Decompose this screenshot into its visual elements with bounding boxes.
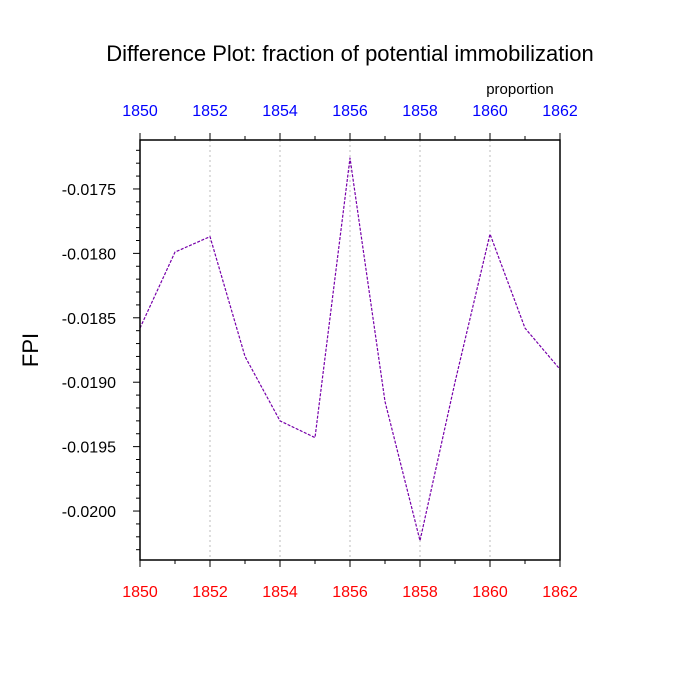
x-tick-label-bottom: 1854 <box>262 584 298 601</box>
y-tick-label: -0.0175 <box>62 182 116 199</box>
x-tick-label-top: 1852 <box>192 103 228 120</box>
x-tick-label-bottom: 1862 <box>542 584 578 601</box>
x-tick-label-top: 1854 <box>262 103 298 120</box>
y-tick-label: -0.0200 <box>62 504 116 521</box>
tick-labels: 1850 1850 1852 1852 1854 1854 1856 1856 1858 1858… <box>62 103 578 601</box>
y-tick-label: -0.0190 <box>62 375 116 392</box>
x-tick-label-top: 1862 <box>542 103 578 120</box>
x-tick-label-top: 1856 <box>332 103 368 120</box>
data-series <box>139 157 561 542</box>
x-tick-label-bottom: 1860 <box>472 584 508 601</box>
x-tick-label-top: 1860 <box>472 103 508 120</box>
grid-lines <box>209 140 491 560</box>
chart-title: Difference Plot: fraction of potential i… <box>106 41 594 66</box>
y-tick-label: -0.0185 <box>62 311 116 328</box>
x-tick-label-bottom: 1850 <box>122 584 158 601</box>
y-axis-label: FPI <box>18 333 43 367</box>
units-label: proportion <box>486 81 554 98</box>
y-tick-label: -0.0195 <box>62 440 116 457</box>
x-tick-label-bottom: 1858 <box>402 584 438 601</box>
x-tick-label-bottom: 1856 <box>332 584 368 601</box>
y-tick-label: -0.0180 <box>62 246 116 263</box>
x-tick-label-bottom: 1852 <box>192 584 228 601</box>
axis-ticks <box>133 133 561 567</box>
x-tick-label-top: 1850 <box>122 103 158 120</box>
x-tick-label-top: 1858 <box>402 103 438 120</box>
